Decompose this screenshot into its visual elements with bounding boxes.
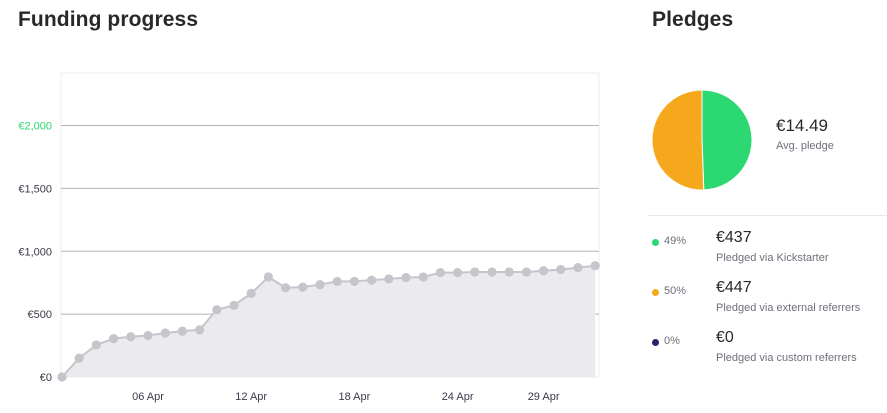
legend-pct-custom-referrers: 0% bbox=[664, 335, 680, 347]
funding-data-point[interactable] bbox=[315, 279, 325, 290]
legend-item-external-referrers: 50% €447 Pledged via external referrers bbox=[652, 279, 887, 326]
funding-data-point[interactable] bbox=[195, 325, 205, 335]
pledges-pie-chart bbox=[651, 89, 753, 191]
x-tick-label: 29 Apr bbox=[528, 391, 560, 403]
funding-data-point[interactable] bbox=[453, 268, 463, 278]
funding-data-point[interactable] bbox=[57, 372, 67, 382]
x-tick-label: 18 Apr bbox=[338, 391, 370, 403]
funding-data-point[interactable] bbox=[263, 272, 273, 282]
legend-pct-kickstarter: 49% bbox=[664, 235, 687, 247]
y-tick-label: €1,000 bbox=[18, 246, 52, 258]
funding-data-point[interactable] bbox=[160, 328, 170, 338]
y-tick-label: €2,000 bbox=[18, 121, 52, 133]
x-tick-label: 24 Apr bbox=[442, 391, 474, 403]
legend-dot-custom-referrers bbox=[652, 339, 659, 346]
funding-data-point[interactable] bbox=[556, 264, 566, 275]
pie-slice-external-referrers[interactable] bbox=[651, 89, 705, 191]
funding-data-point[interactable] bbox=[573, 262, 583, 273]
pledges-divider bbox=[648, 215, 887, 216]
funding-data-point[interactable] bbox=[521, 267, 532, 277]
funding-data-point[interactable] bbox=[590, 261, 600, 271]
legend-pct-external-referrers: 50% bbox=[664, 285, 687, 297]
funding-data-point[interactable] bbox=[281, 283, 291, 293]
avg-pledge-value: €14.49 bbox=[776, 116, 828, 135]
pledges-title: Pledges bbox=[652, 8, 734, 31]
funding-data-point[interactable] bbox=[349, 276, 359, 287]
funding-data-point[interactable] bbox=[332, 276, 342, 287]
y-tick-label: €1,500 bbox=[18, 183, 52, 195]
funding-progress-chart: €0 €500 €1,000 €1,500 €2,000 06 Apr 12 Apr 18 … bbox=[18, 72, 600, 403]
legend-item-kickstarter: 49% €437 Pledged via Kickstarter bbox=[652, 229, 887, 276]
funding-area bbox=[62, 265, 596, 377]
funding-data-point[interactable] bbox=[470, 267, 480, 277]
funding-data-point[interactable] bbox=[298, 282, 308, 292]
funding-data-point[interactable] bbox=[109, 334, 119, 344]
funding-data-point[interactable] bbox=[384, 274, 394, 284]
funding-data-point[interactable] bbox=[401, 273, 411, 283]
funding-data-point[interactable] bbox=[435, 268, 445, 278]
legend-label-custom-referrers: Pledged via custom referrers bbox=[716, 352, 857, 364]
funding-data-point[interactable] bbox=[246, 288, 256, 298]
funding-data-point[interactable] bbox=[504, 267, 514, 277]
funding-data-point[interactable] bbox=[74, 353, 84, 363]
funding-data-point[interactable] bbox=[418, 272, 428, 282]
funding-data-point[interactable] bbox=[367, 275, 377, 285]
legend-amount-custom-referrers: €0 bbox=[716, 329, 734, 346]
x-tick-label: 12 Apr bbox=[235, 391, 267, 403]
funding-data-point[interactable] bbox=[177, 326, 187, 336]
avg-pledge-label: Avg. pledge bbox=[776, 140, 834, 152]
legend-dot-kickstarter bbox=[652, 239, 659, 246]
x-tick-label: 06 Apr bbox=[132, 391, 164, 403]
y-tick-label: €0 bbox=[40, 372, 52, 384]
legend-dot-external-referrers bbox=[652, 289, 659, 296]
funding-data-point[interactable] bbox=[212, 305, 222, 315]
legend-amount-kickstarter: €437 bbox=[716, 229, 752, 246]
funding-data-point[interactable] bbox=[229, 300, 239, 310]
legend-label-kickstarter: Pledged via Kickstarter bbox=[716, 252, 829, 264]
funding-data-point[interactable] bbox=[126, 332, 136, 342]
funding-data-point[interactable] bbox=[143, 330, 153, 341]
legend-amount-external-referrers: €447 bbox=[716, 279, 752, 296]
funding-data-point[interactable] bbox=[539, 266, 549, 276]
legend-label-external-referrers: Pledged via external referrers bbox=[716, 302, 861, 314]
legend-item-custom-referrers: 0% €0 Pledged via custom referrers bbox=[652, 329, 887, 376]
y-tick-label: €500 bbox=[28, 309, 52, 321]
funding-data-point[interactable] bbox=[487, 267, 497, 277]
funding-data-point[interactable] bbox=[91, 340, 101, 350]
funding-progress-title: Funding progress bbox=[18, 8, 199, 31]
pie-slice-kickstarter[interactable] bbox=[701, 89, 753, 191]
